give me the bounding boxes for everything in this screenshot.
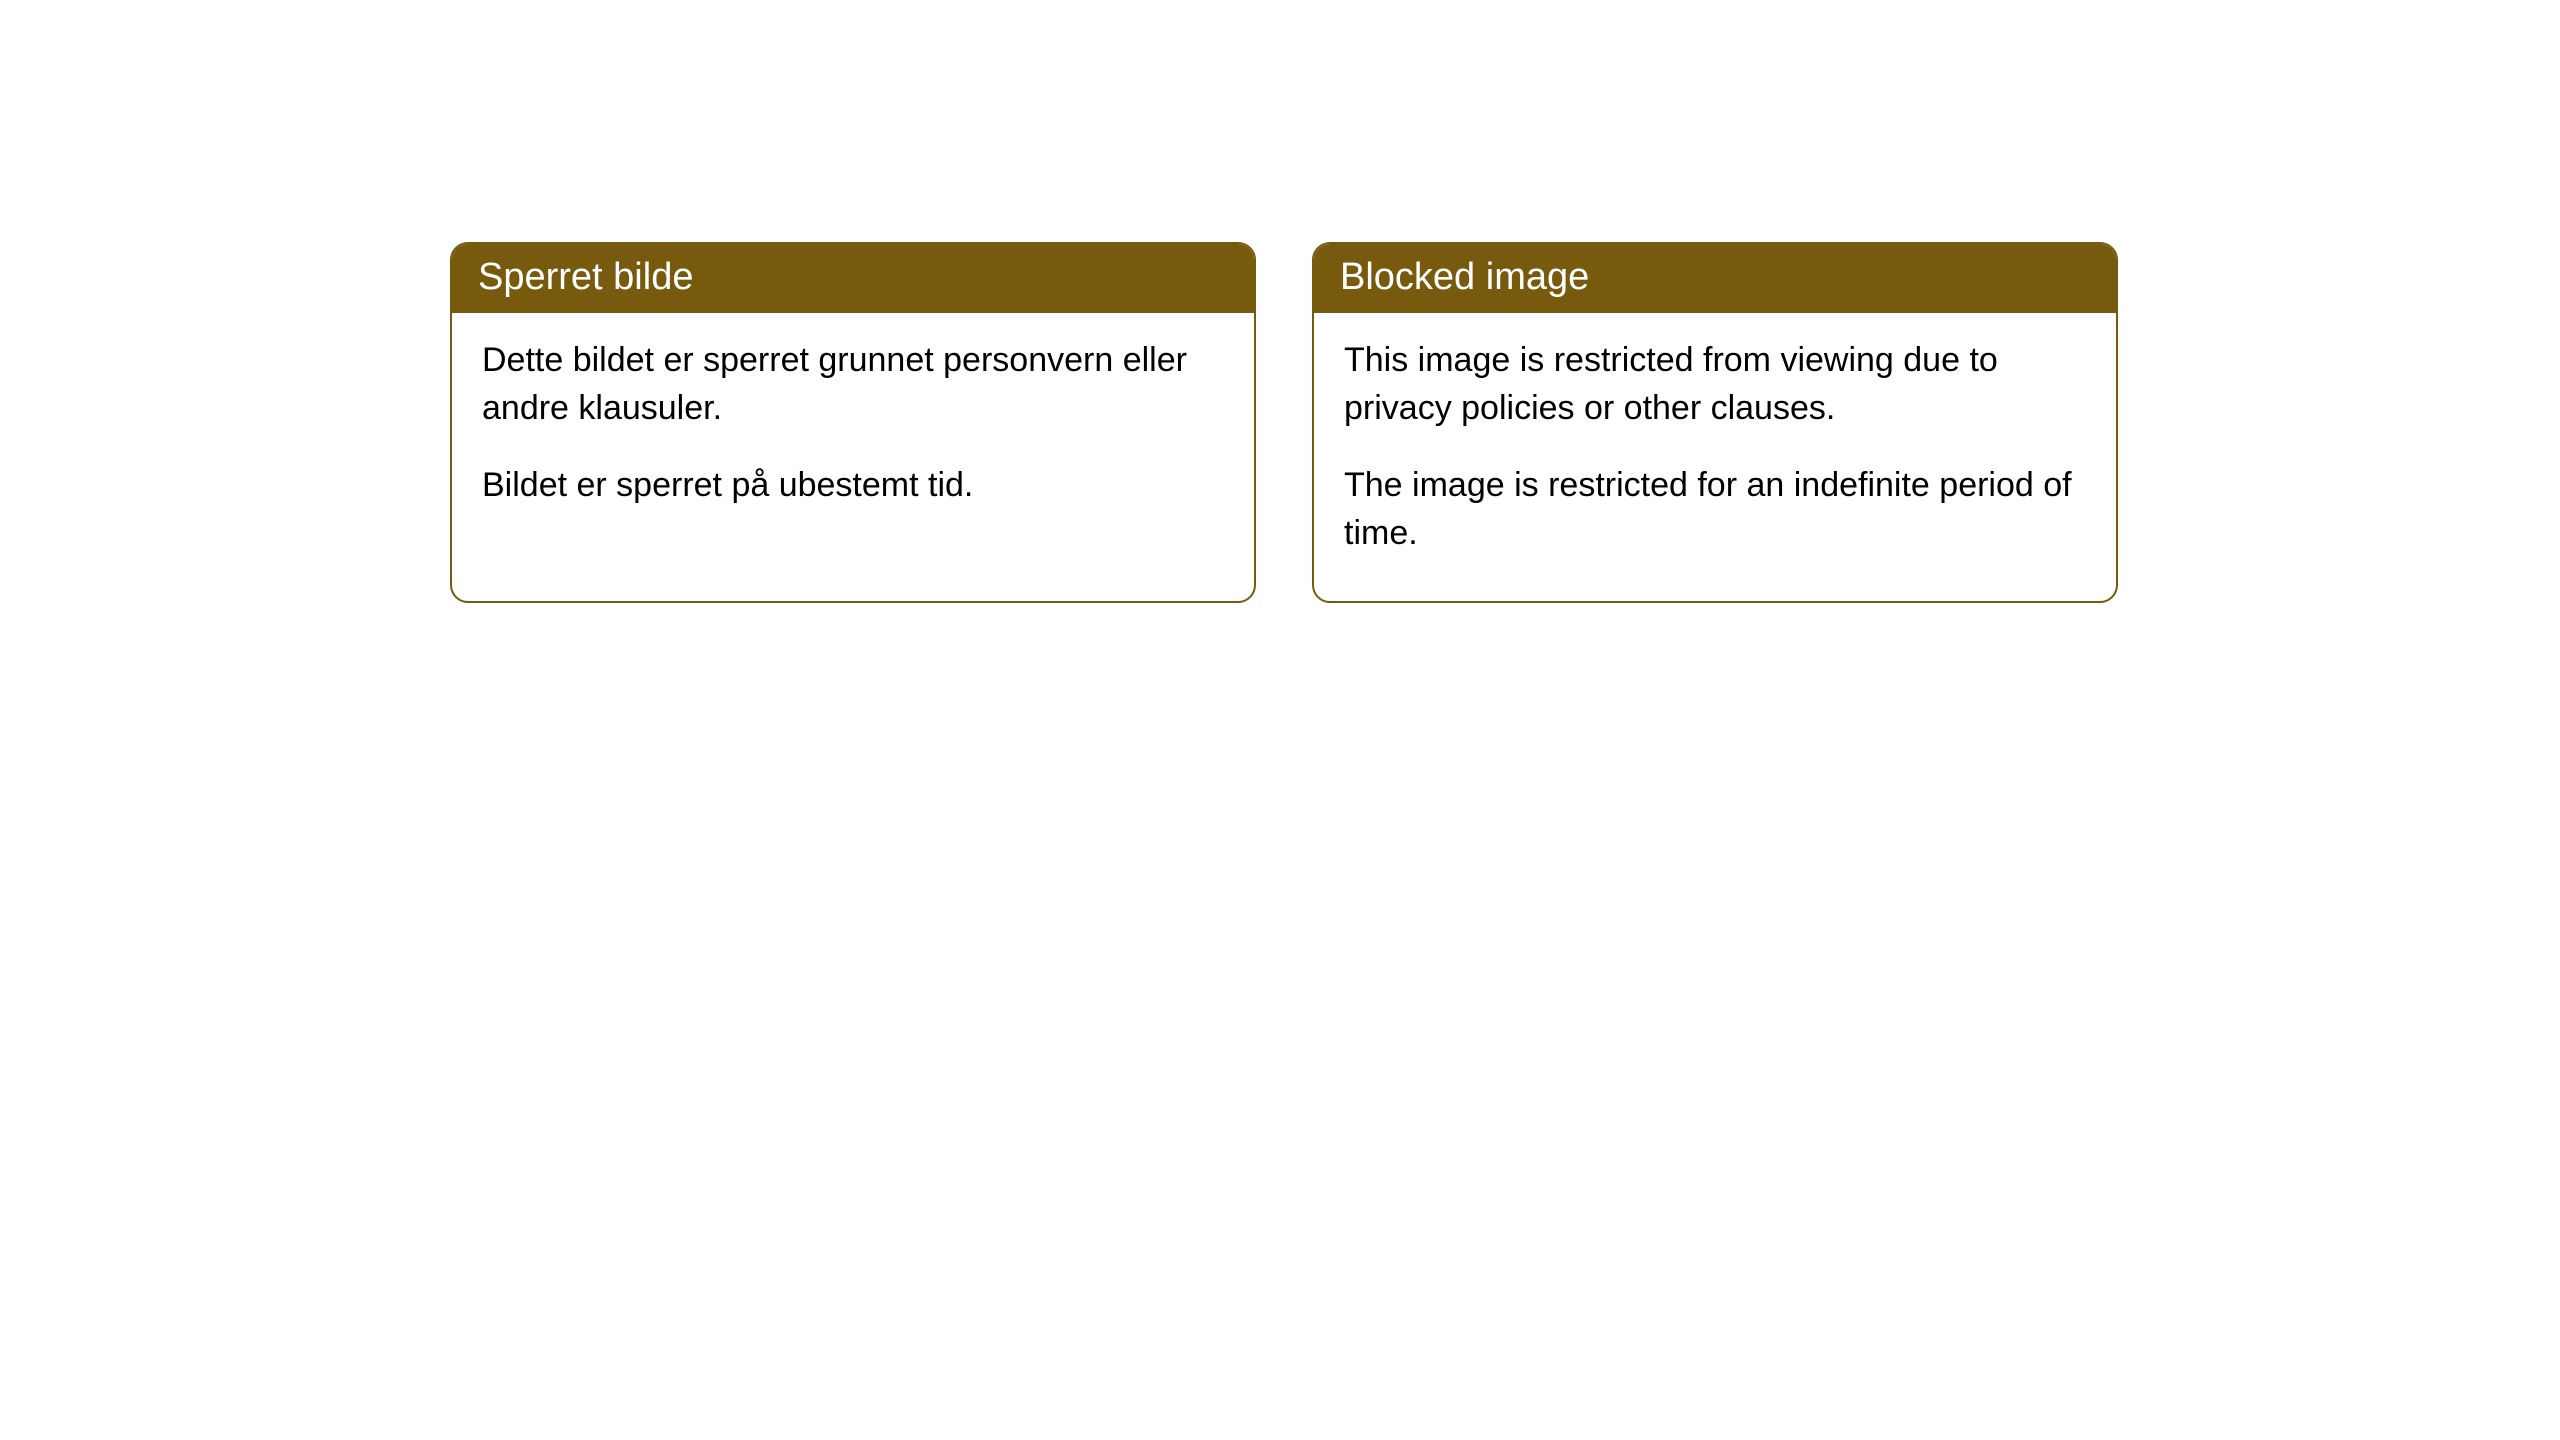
card-header: Sperret bilde	[452, 244, 1254, 313]
notice-card-norwegian: Sperret bilde Dette bildet er sperret gr…	[450, 242, 1256, 603]
card-body: This image is restricted from viewing du…	[1314, 313, 2116, 601]
notice-card-english: Blocked image This image is restricted f…	[1312, 242, 2118, 603]
card-paragraph: Bildet er sperret på ubestemt tid.	[482, 462, 1224, 510]
card-paragraph: The image is restricted for an indefinit…	[1344, 462, 2086, 557]
card-paragraph: Dette bildet er sperret grunnet personve…	[482, 337, 1224, 432]
notice-cards-container: Sperret bilde Dette bildet er sperret gr…	[0, 0, 2560, 603]
card-body: Dette bildet er sperret grunnet personve…	[452, 313, 1254, 554]
card-header: Blocked image	[1314, 244, 2116, 313]
card-paragraph: This image is restricted from viewing du…	[1344, 337, 2086, 432]
